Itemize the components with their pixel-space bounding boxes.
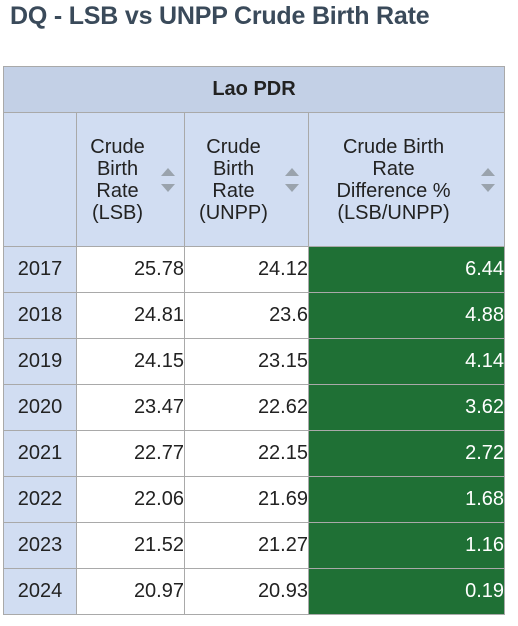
table-row: 2017 25.78 24.12 6.44: [4, 247, 505, 293]
column-header-cbr-difference[interactable]: Crude Birth Rate Difference % (LSB/UNPP): [309, 113, 505, 247]
sort-icon[interactable]: [161, 168, 175, 192]
year-cell: 2023: [4, 523, 77, 569]
column-header-line: Crude: [185, 136, 282, 158]
year-cell: 2018: [4, 293, 77, 339]
sort-ascending-icon: [481, 168, 495, 176]
cbr-lsb-cell: 22.77: [77, 431, 185, 477]
cbr-unpp-cell: 21.69: [185, 477, 309, 523]
table-row: 2021 22.77 22.15 2.72: [4, 431, 505, 477]
cbr-difference-cell: 0.19: [309, 569, 505, 615]
sort-descending-icon: [481, 184, 495, 192]
year-cell: 2024: [4, 569, 77, 615]
column-header-line: Birth: [77, 158, 158, 180]
year-cell: 2022: [4, 477, 77, 523]
cbr-unpp-cell: 20.93: [185, 569, 309, 615]
sort-icon[interactable]: [285, 168, 299, 192]
corner-header-cell: [4, 113, 77, 247]
cbr-lsb-cell: 21.52: [77, 523, 185, 569]
year-cell: 2020: [4, 385, 77, 431]
group-header-lao-pdr: Lao PDR: [4, 67, 505, 113]
sort-icon[interactable]: [481, 168, 495, 192]
column-header-line: (LSB): [77, 202, 158, 224]
column-header-line: Rate: [309, 158, 478, 180]
column-header-line: Rate: [77, 180, 158, 202]
cbr-lsb-cell: 20.97: [77, 569, 185, 615]
cbr-difference-cell: 2.72: [309, 431, 505, 477]
cbr-lsb-cell: 24.15: [77, 339, 185, 385]
cbr-unpp-cell: 23.15: [185, 339, 309, 385]
cbr-difference-cell: 6.44: [309, 247, 505, 293]
sort-ascending-icon: [285, 168, 299, 176]
column-header-line: Rate: [185, 180, 282, 202]
year-cell: 2019: [4, 339, 77, 385]
year-cell: 2017: [4, 247, 77, 293]
table-row: 2024 20.97 20.93 0.19: [4, 569, 505, 615]
cbr-lsb-cell: 23.47: [77, 385, 185, 431]
column-header-line: (UNPP): [185, 202, 282, 224]
sort-descending-icon: [161, 184, 175, 192]
table-row: 2020 23.47 22.62 3.62: [4, 385, 505, 431]
year-cell: 2021: [4, 431, 77, 477]
column-header-line: Birth: [185, 158, 282, 180]
cbr-difference-cell: 4.88: [309, 293, 505, 339]
cbr-difference-cell: 4.14: [309, 339, 505, 385]
sort-descending-icon: [285, 184, 299, 192]
table-row: 2023 21.52 21.27 1.16: [4, 523, 505, 569]
sort-ascending-icon: [161, 168, 175, 176]
cbr-lsb-cell: 22.06: [77, 477, 185, 523]
column-header-cbr-unpp[interactable]: Crude Birth Rate (UNPP): [185, 113, 309, 247]
cbr-lsb-cell: 25.78: [77, 247, 185, 293]
page-title: DQ - LSB vs UNPP Crude Birth Rate: [10, 2, 429, 31]
table-row: 2018 24.81 23.6 4.88: [4, 293, 505, 339]
column-header-line: Crude: [77, 136, 158, 158]
column-header-line: (LSB/UNPP): [309, 202, 478, 224]
table-row: 2022 22.06 21.69 1.68: [4, 477, 505, 523]
cbr-difference-cell: 3.62: [309, 385, 505, 431]
crude-birth-rate-table: Lao PDR Crude Birth Rate (LSB): [3, 66, 505, 615]
table-row: 2019 24.15 23.15 4.14: [4, 339, 505, 385]
cbr-unpp-cell: 23.6: [185, 293, 309, 339]
column-header-cbr-lsb[interactable]: Crude Birth Rate (LSB): [77, 113, 185, 247]
cbr-difference-cell: 1.16: [309, 523, 505, 569]
cbr-difference-cell: 1.68: [309, 477, 505, 523]
column-header-line: Difference %: [309, 180, 478, 202]
cbr-unpp-cell: 24.12: [185, 247, 309, 293]
cbr-unpp-cell: 21.27: [185, 523, 309, 569]
cbr-lsb-cell: 24.81: [77, 293, 185, 339]
cbr-unpp-cell: 22.15: [185, 431, 309, 477]
column-header-line: Crude Birth: [309, 136, 478, 158]
cbr-unpp-cell: 22.62: [185, 385, 309, 431]
